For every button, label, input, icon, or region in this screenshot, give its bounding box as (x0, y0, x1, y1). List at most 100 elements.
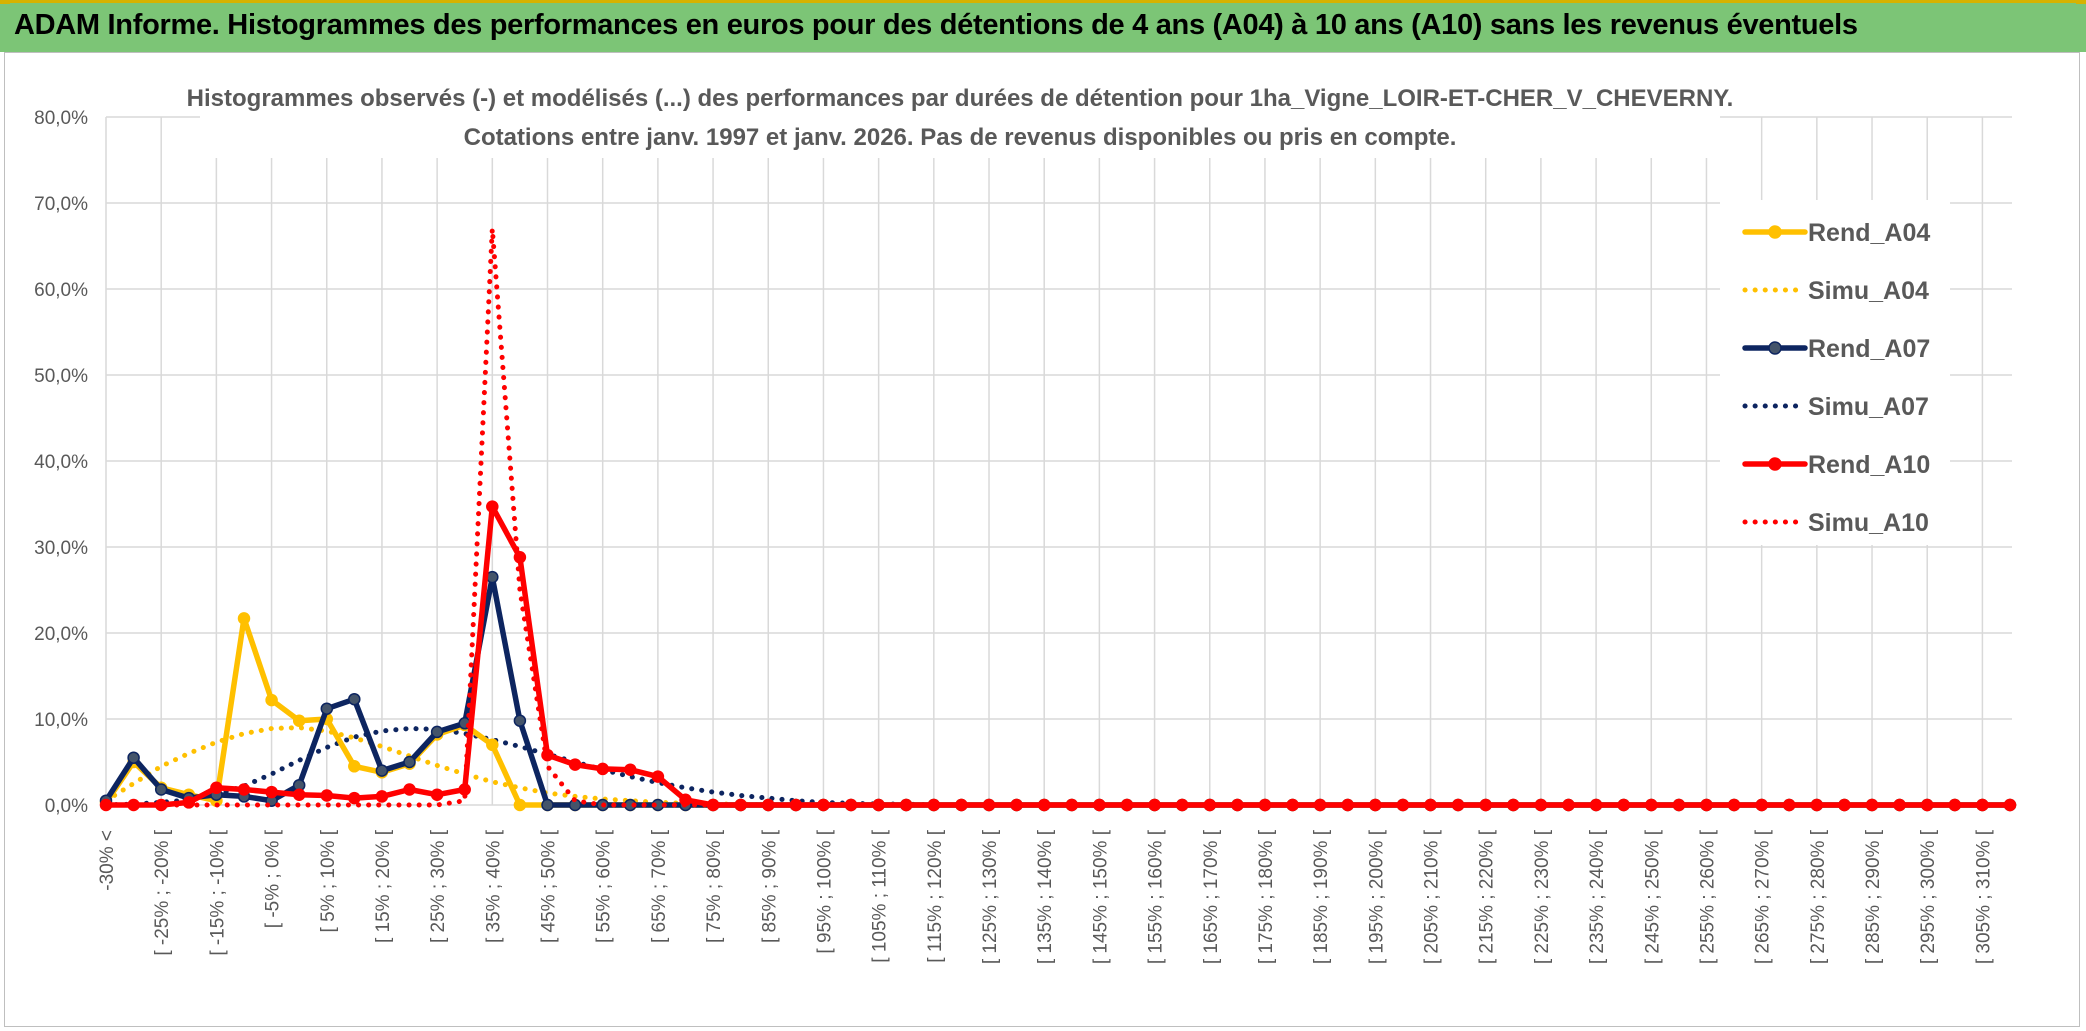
series-point-rend_a04 (292, 714, 306, 727)
series-point-rend_a10 (1755, 798, 1768, 812)
x-tick-label: [ 295% ; 300% [ (1918, 829, 1939, 964)
series-point-rend_a10 (1700, 798, 1713, 812)
series-point-rend_a10 (1203, 798, 1217, 812)
legend: Rend_A04 Simu_A04 Rend_A07 Simu_A07 Rend_A10… (1742, 219, 1930, 537)
series-point-rend_a10 (1313, 798, 1327, 812)
series-point-rend_a04 (237, 612, 251, 625)
series-point-rend_a10 (1369, 798, 1382, 812)
series-point-rend_a10 (1645, 798, 1658, 812)
series-point-rend_a10 (1948, 798, 1962, 812)
series-point-rend_a10 (762, 798, 775, 812)
series-line-rend_a04 (103, 615, 2013, 808)
series-point-rend_a10 (651, 770, 665, 783)
series-point-rend_a10 (1231, 798, 1244, 812)
legend-marker (1768, 457, 1782, 471)
series-point-rend_a07 (154, 783, 168, 796)
x-tick-label: [ 235% ; 240% [ (1587, 829, 1608, 964)
x-tick-label: [ 305% ; 310% [ (1973, 829, 1994, 964)
series-point-rend_a10 (127, 798, 140, 812)
y-tick-label: 10,0% (34, 710, 88, 731)
series-point-rend_a10 (1120, 798, 1134, 812)
series-point-rend_a07 (513, 714, 527, 727)
series-point-rend_a10 (1838, 798, 1851, 812)
series-point-rend_a10 (596, 762, 609, 776)
legend-label: Simu_A04 (1808, 277, 1929, 305)
series-point-rend_a10 (1037, 798, 1051, 812)
series-point-rend_a10 (210, 781, 223, 795)
series-point-rend_a10 (430, 788, 444, 801)
x-tick-label: [ 155% ; 160% [ (1146, 829, 1167, 964)
series-point-rend_a10 (817, 798, 830, 812)
x-tick-label: [ 115% ; 120% [ (925, 829, 946, 962)
series-point-rend_a10 (1893, 798, 1906, 812)
series-point-rend_a07 (375, 764, 389, 777)
x-tick-label: [ 55% ; 60% [ (594, 829, 615, 943)
y-tick-label: 30,0% (34, 538, 88, 559)
x-tick-label: [ 145% ; 150% [ (1090, 829, 1111, 964)
x-tick-label: [ -25% ; -20% [ (152, 829, 173, 955)
series-layer (99, 226, 2017, 812)
x-tick-label: [ 225% ; 230% [ (1532, 829, 1553, 964)
y-tick-label: 20,0% (34, 624, 88, 645)
series-point-rend_a07 (430, 725, 444, 739)
y-axis-ticks: 0,0% 10,0% 20,0% 30,0% 40,0% 50,0% 60,0% 70,0% 8… (34, 108, 88, 817)
series-point-rend_a07 (348, 692, 361, 706)
legend-label: Simu_A07 (1808, 393, 1929, 421)
corner-accent (0, 0, 10, 4)
series-point-rend_a10 (679, 793, 692, 807)
series-point-rend_a10 (292, 788, 306, 801)
x-tick-label: [ 25% ; 30% [ (428, 829, 449, 943)
legend-marker (1768, 225, 1782, 239)
x-tick-label: [ 75% ; 80% [ (704, 829, 725, 943)
series-point-rend_a10 (1534, 798, 1548, 812)
series-point-rend_a10 (513, 551, 527, 564)
y-tick-label: 50,0% (34, 366, 88, 387)
chart-title-line2: Cotations entre janv. 1997 et janv. 2026… (464, 124, 1457, 151)
series-point-rend_a10 (1976, 798, 1989, 812)
x-tick-label: [ 175% ; 180% [ (1256, 829, 1277, 964)
series-point-rend_a10 (899, 798, 913, 812)
legend-label: Rend_A04 (1808, 219, 1930, 247)
y-tick-label: 70,0% (34, 194, 88, 215)
report-banner: ADAM Informe. Histogrammes des performan… (0, 0, 2086, 52)
series-point-rend_a10 (872, 798, 885, 812)
series-point-rend_a10 (1507, 798, 1520, 812)
series-point-rend_a10 (2003, 798, 2017, 812)
legend-marker (1768, 341, 1782, 355)
x-tick-label: [ 95% ; 100% [ (814, 829, 835, 953)
y-tick-label: 0,0% (45, 796, 88, 817)
series-point-rend_a10 (182, 796, 196, 809)
series-point-rend_a10 (1065, 798, 1079, 812)
series-point-rend_a07 (320, 702, 334, 715)
series-point-rend_a10 (1148, 798, 1161, 812)
x-tick-label: [ 125% ; 130% [ (980, 829, 1001, 964)
series-point-rend_a10 (1479, 798, 1492, 812)
legend-background (1720, 200, 1950, 545)
series-point-rend_a10 (154, 798, 168, 812)
series-point-rend_a10 (706, 798, 720, 812)
series-point-rend_a10 (844, 798, 858, 812)
chart-title-line1: Histogrammes observés (-) et modélisés (… (187, 85, 1734, 112)
series-point-rend_a10 (1341, 798, 1354, 812)
series-point-rend_a04 (513, 798, 527, 812)
x-tick-label: -30% < (97, 830, 118, 891)
legend-label: Rend_A10 (1808, 451, 1930, 479)
corner-accent (2076, 0, 2086, 4)
series-point-rend_a10 (1396, 798, 1410, 812)
grid-lines (105, 116, 2012, 806)
series-point-rend_a10 (348, 791, 361, 805)
x-tick-label: [ 265% ; 270% [ (1753, 829, 1774, 964)
series-point-rend_a10 (541, 748, 554, 762)
series-point-rend_a10 (1258, 798, 1272, 812)
series-point-rend_a10 (789, 798, 803, 812)
series-point-rend_a10 (265, 785, 278, 799)
series-point-rend_a10 (734, 798, 747, 812)
series-point-rend_a10 (1810, 798, 1824, 812)
series-point-rend_a10 (1451, 798, 1465, 812)
legend-label: Simu_A10 (1808, 509, 1929, 537)
report-title: ADAM Informe. Histogrammes des performan… (14, 9, 1858, 41)
series-point-rend_a10 (1920, 798, 1934, 812)
x-tick-label: [ 15% ; 20% [ (373, 829, 394, 943)
x-tick-label: [ 85% ; 90% [ (759, 829, 780, 943)
